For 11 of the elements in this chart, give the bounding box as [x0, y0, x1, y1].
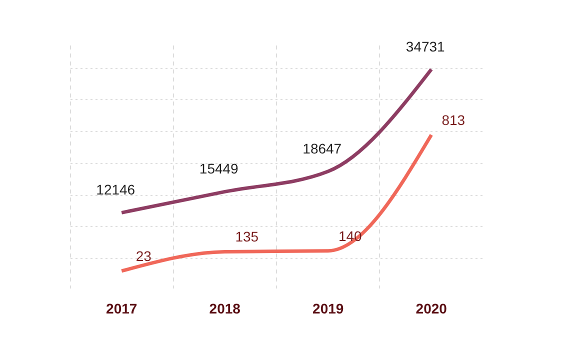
x-tick-label: 2017 [106, 300, 138, 316]
x-tick-label: 2020 [416, 300, 448, 316]
data-label: 34731 [406, 38, 446, 54]
data-label: 15449 [199, 160, 239, 177]
data-label: 23 [136, 248, 152, 264]
x-tick-label: 2018 [209, 300, 241, 316]
x-tick-label: 2019 [312, 300, 344, 316]
data-label: 813 [442, 112, 466, 128]
data-label: 18647 [302, 140, 342, 156]
data-label: 135 [235, 228, 259, 245]
data-label: 12146 [96, 182, 136, 198]
